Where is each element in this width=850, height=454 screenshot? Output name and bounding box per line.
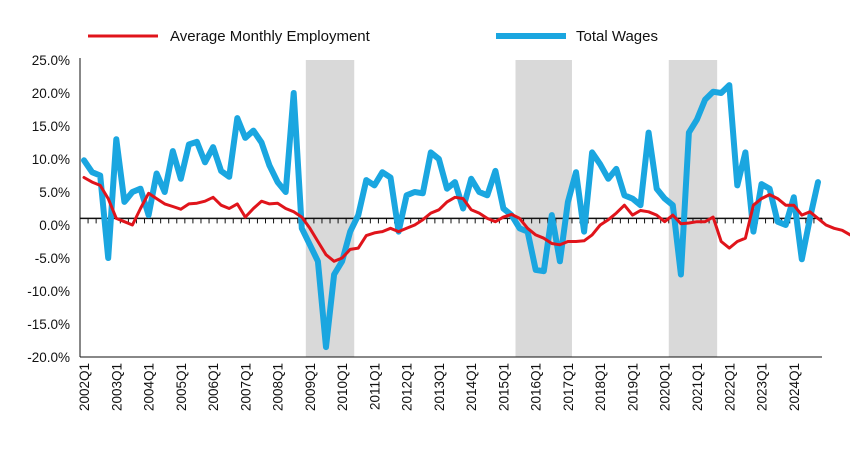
- x-tick-label: 2018Q1: [593, 363, 608, 411]
- y-tick-label: -10.0%: [27, 284, 70, 299]
- shaded-period-3: [668, 60, 718, 357]
- legend-label-employment: Average Monthly Employment: [170, 28, 371, 45]
- y-tick-label: 25.0%: [32, 53, 70, 68]
- x-tick-label: 2010Q1: [335, 363, 350, 411]
- shaded-period-2: [515, 60, 572, 357]
- y-tick-label: 20.0%: [32, 86, 70, 101]
- x-tick-label: 2008Q1: [271, 363, 286, 411]
- x-tick-label: 2014Q1: [464, 363, 479, 411]
- y-tick-label: 10.0%: [32, 152, 70, 167]
- x-tick-label: 2011Q1: [367, 363, 382, 410]
- x-tick-label: 2020Q1: [658, 363, 673, 411]
- x-tick-label: 2009Q1: [303, 363, 318, 411]
- series-lines: [81, 82, 850, 351]
- x-tick-label: 2024Q1: [787, 363, 802, 411]
- legend: Average Monthly Employment Total Wages: [88, 28, 658, 45]
- y-tick-label: -20.0%: [27, 350, 70, 365]
- series-line-average-monthly-employment: [82, 176, 850, 263]
- x-tick-label: 2007Q1: [238, 363, 253, 411]
- x-tick-label: 2005Q1: [174, 363, 189, 411]
- x-tick-label: 2003Q1: [109, 363, 124, 411]
- x-tick-label: 2021Q1: [690, 363, 705, 411]
- x-tick-label: 2006Q1: [206, 363, 221, 411]
- recession-shading: [305, 60, 718, 357]
- x-tick-label: 2016Q1: [529, 363, 544, 411]
- series-line-total-wages: [81, 82, 821, 351]
- x-tick-label: 2023Q1: [755, 363, 770, 411]
- x-tick-label: 2015Q1: [496, 363, 511, 411]
- legend-label-wages: Total Wages: [576, 28, 658, 45]
- x-tick-label: 2022Q1: [722, 363, 737, 411]
- x-tick-label: 2019Q1: [625, 363, 640, 411]
- x-tick-label: 2012Q1: [400, 363, 415, 411]
- x-tick-label: 2002Q1: [77, 363, 92, 411]
- y-tick-label: -5.0%: [35, 251, 70, 266]
- x-tick-label: 2013Q1: [432, 363, 447, 411]
- y-tick-label: 15.0%: [32, 119, 70, 134]
- tick-labels: 25.0% 20.0% 15.0% 10.0% 5.0% 0.0% -5.0% -10.0% -…: [27, 53, 802, 411]
- y-tick-label: 5.0%: [39, 185, 70, 200]
- x-tick-label: 2004Q1: [142, 363, 157, 411]
- x-tick-label: 2017Q1: [561, 363, 576, 411]
- y-tick-label: 0.0%: [39, 218, 70, 233]
- y-tick-label: -15.0%: [27, 317, 70, 332]
